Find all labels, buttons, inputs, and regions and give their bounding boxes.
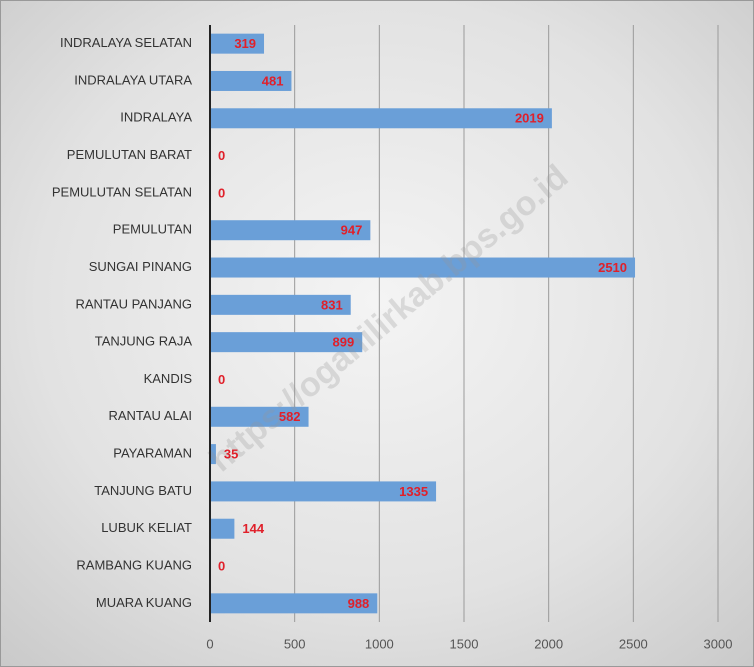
bar <box>210 220 371 241</box>
y-tick-label: TANJUNG BATU <box>94 483 192 498</box>
y-tick-label: RAMBANG KUANG <box>76 557 192 572</box>
bar <box>210 406 309 427</box>
data-label: 1335 <box>399 484 428 499</box>
data-label: 35 <box>224 447 238 462</box>
y-tick-label: INDRALAYA <box>120 110 192 125</box>
data-label: 2510 <box>598 260 627 275</box>
x-tick-label: 3000 <box>704 636 733 651</box>
x-tick-label: 0 <box>206 636 213 651</box>
data-label: 481 <box>262 73 284 88</box>
x-tick-label: 2000 <box>534 636 563 651</box>
x-tick-label: 1500 <box>450 636 479 651</box>
bar <box>210 70 292 91</box>
y-tick-label: INDRALAYA SELATAN <box>60 35 192 50</box>
x-tick-label: 500 <box>284 636 306 651</box>
data-label: 2019 <box>515 111 544 126</box>
bar <box>210 332 363 353</box>
y-tick-label: MUARA KUANG <box>96 595 192 610</box>
x-tick-label: 2500 <box>619 636 648 651</box>
y-tick-label: SUNGAI PINANG <box>89 259 192 274</box>
y-tick-label: PEMULUTAN SELATAN <box>52 184 192 199</box>
data-label: 988 <box>348 596 370 611</box>
bar <box>210 257 636 278</box>
y-tick-label: PAYARAMAN <box>113 446 192 461</box>
data-label: 947 <box>341 223 363 238</box>
bar <box>210 481 437 502</box>
data-label: 831 <box>321 297 343 312</box>
bar <box>210 593 378 614</box>
y-tick-label: LUBUK KELIAT <box>101 520 192 535</box>
bar <box>210 518 235 539</box>
data-label: 0 <box>218 148 225 163</box>
bar <box>210 108 552 129</box>
data-label: 0 <box>218 372 225 387</box>
y-tick-label: RANTAU PANJANG <box>75 296 192 311</box>
data-label: 0 <box>218 185 225 200</box>
data-label: 582 <box>279 409 301 424</box>
y-tick-label: RANTAU ALAI <box>108 408 192 423</box>
data-label: 319 <box>234 36 256 51</box>
y-tick-label: KANDIS <box>144 371 193 386</box>
y-tick-label: PEMULUTAN <box>113 222 192 237</box>
bar <box>210 33 265 54</box>
y-tick-label: PEMULUTAN BARAT <box>67 147 192 162</box>
bar <box>210 294 351 315</box>
y-tick-label: INDRALAYA UTARA <box>74 72 192 87</box>
data-label: 144 <box>242 521 264 536</box>
data-label: 899 <box>333 335 355 350</box>
x-tick-label: 1000 <box>365 636 394 651</box>
y-tick-label: TANJUNG RAJA <box>95 334 193 349</box>
data-label: 0 <box>218 558 225 573</box>
bar <box>210 444 216 465</box>
